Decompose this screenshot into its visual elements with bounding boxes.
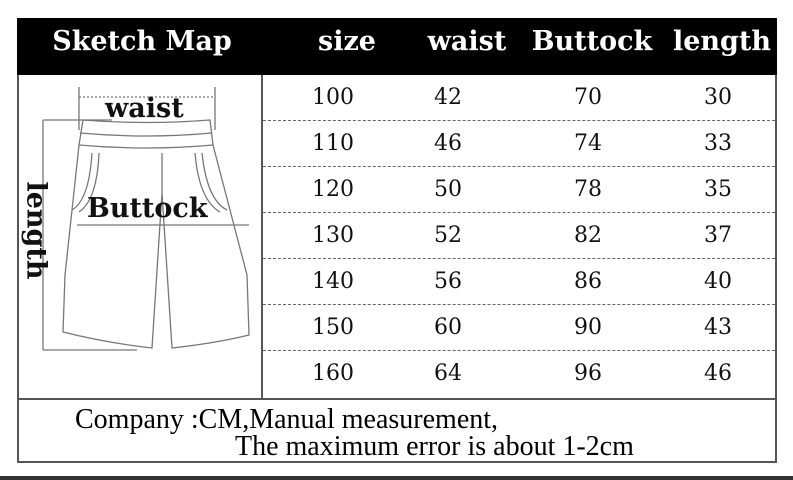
table-row: 150 60 90 43 (263, 305, 775, 351)
length-cell: 46 (704, 361, 732, 386)
size-cell: 150 (312, 315, 354, 340)
buttock-cell: 96 (574, 361, 602, 386)
header-length: length (672, 26, 772, 57)
measurement-note: Company :CM,Manual measurement, The maxi… (17, 398, 777, 463)
size-cell: 100 (312, 85, 354, 110)
size-cell: 130 (312, 223, 354, 248)
size-cell: 160 (312, 361, 354, 386)
size-cell: 120 (312, 177, 354, 202)
waist-cell: 56 (434, 269, 462, 294)
size-cell: 140 (312, 269, 354, 294)
shorts-illustration (42, 87, 250, 351)
sketch-map: waist Buttock length (17, 75, 263, 400)
length-label: length (20, 181, 52, 280)
header-waist: waist (427, 26, 507, 57)
buttock-cell: 90 (574, 315, 602, 340)
waist-cell: 64 (434, 361, 462, 386)
buttock-cell: 86 (574, 269, 602, 294)
waist-cell: 50 (434, 177, 462, 202)
header-size: size (318, 26, 376, 57)
length-cell: 30 (704, 85, 732, 110)
length-cell: 40 (704, 269, 732, 294)
buttock-label: Buttock (87, 193, 208, 224)
size-cell: 110 (312, 131, 354, 156)
length-cell: 33 (704, 131, 732, 156)
size-table-body: 100 42 70 30 110 46 74 33 120 50 78 35 130 52 82 37 … (263, 75, 777, 400)
divider (0, 476, 793, 480)
waist-cell: 46 (434, 131, 462, 156)
length-cell: 37 (704, 223, 732, 248)
waist-cell: 60 (434, 315, 462, 340)
table-header: Sketch Map size waist Buttock length (17, 18, 777, 75)
waist-cell: 42 (434, 85, 462, 110)
table-row: 110 46 74 33 (263, 121, 775, 167)
table-row: 130 52 82 37 (263, 213, 775, 259)
note-line-2: The maximum error is about 1-2cm (235, 431, 634, 462)
table-row: 120 50 78 35 (263, 167, 775, 213)
note-line-1: Company :CM,Manual measurement, (75, 404, 499, 435)
table-row: 140 56 86 40 (263, 259, 775, 305)
length-cell: 35 (704, 177, 732, 202)
length-cell: 43 (704, 315, 732, 340)
table-row: 100 42 70 30 (263, 75, 775, 121)
table-row: 160 64 96 46 (263, 351, 775, 397)
buttock-cell: 78 (574, 177, 602, 202)
waist-label: waist (105, 93, 184, 124)
buttock-cell: 70 (574, 85, 602, 110)
waist-cell: 52 (434, 223, 462, 248)
header-sketch-map: Sketch Map (52, 26, 232, 57)
buttock-cell: 82 (574, 223, 602, 248)
header-buttock: Buttock (531, 26, 653, 57)
buttock-cell: 74 (574, 131, 602, 156)
